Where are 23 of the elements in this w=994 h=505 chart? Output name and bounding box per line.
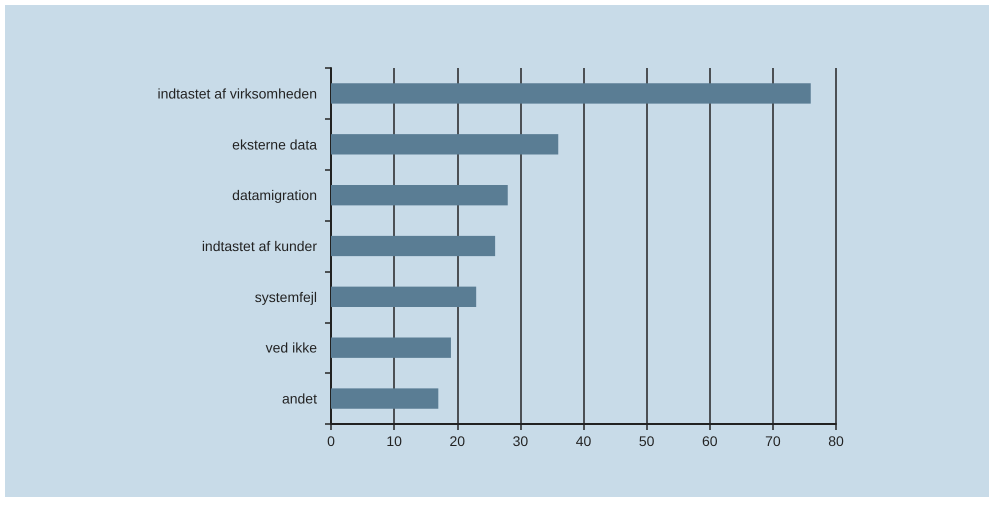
x-tick-label: 60	[702, 433, 718, 449]
y-tick-label: indtastet af virksomheden	[157, 85, 317, 102]
bar	[331, 388, 438, 409]
x-tick-label: 80	[828, 433, 844, 449]
x-tick-label: 20	[449, 433, 466, 449]
bar	[331, 236, 496, 256]
bar	[331, 286, 476, 308]
bar	[331, 338, 451, 358]
bar	[331, 134, 558, 154]
x-tick-label: 50	[638, 433, 655, 449]
x-tick-label: 10	[386, 433, 402, 449]
x-tick-label: 40	[576, 433, 592, 449]
x-tick-label: 70	[765, 433, 781, 449]
x-tick-label: 0	[327, 433, 336, 449]
y-tick-label: eksterne data	[232, 136, 318, 152]
y-tick-label: indtastet af kunder	[202, 238, 318, 254]
bar	[331, 83, 811, 104]
y-tick-label: datamigration	[232, 187, 317, 204]
y-tick-label: systemfejl	[254, 288, 317, 305]
bar	[331, 184, 508, 206]
y-tick-label: ved ikke	[266, 340, 318, 356]
x-tick-label: 30	[512, 433, 528, 449]
y-tick-label: andet	[282, 390, 318, 407]
